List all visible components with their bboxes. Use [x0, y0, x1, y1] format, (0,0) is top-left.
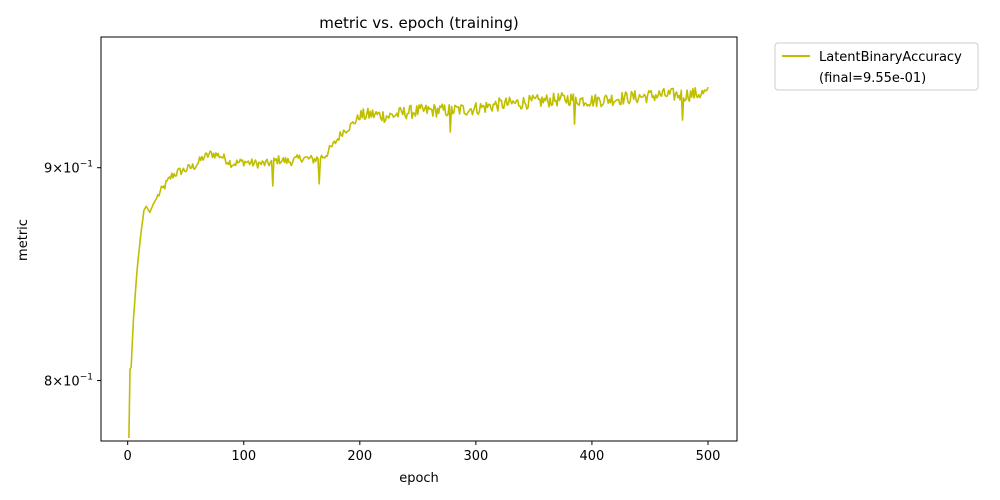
series-line-0	[128, 86, 709, 439]
legend-final-value: (final=9.55e-01)	[819, 71, 926, 86]
legend-series-name: LatentBinaryAccuracy	[819, 50, 962, 65]
x-axis: 0 100 200 300 400 500	[124, 441, 721, 464]
legend: LatentBinaryAccuracy (final=9.55e-01)	[774, 42, 979, 91]
y-axis-label: metric	[16, 219, 31, 261]
y-axis: 8×10−1 9×10−1	[44, 160, 101, 390]
x-tick-label: 500	[696, 449, 721, 464]
legend-frame	[774, 42, 979, 91]
y-tick-label: 8×10−1	[44, 373, 93, 390]
axes-frame	[100, 36, 738, 442]
chart-title: metric vs. epoch (training)	[319, 14, 519, 32]
x-tick-label: 100	[231, 449, 256, 464]
series-layer	[128, 86, 709, 439]
x-tick-label: 200	[347, 449, 372, 464]
y-tick-label: 9×10−1	[44, 160, 93, 177]
x-axis-label: epoch	[399, 471, 439, 486]
plot-area	[100, 36, 738, 442]
x-tick-label: 400	[580, 449, 605, 464]
x-tick-label: 300	[463, 449, 488, 464]
x-tick-label: 0	[124, 449, 132, 464]
